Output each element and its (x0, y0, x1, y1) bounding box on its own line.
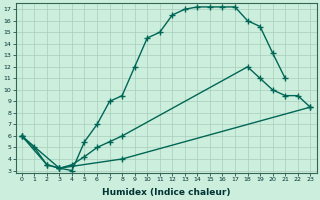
X-axis label: Humidex (Indice chaleur): Humidex (Indice chaleur) (102, 188, 230, 197)
